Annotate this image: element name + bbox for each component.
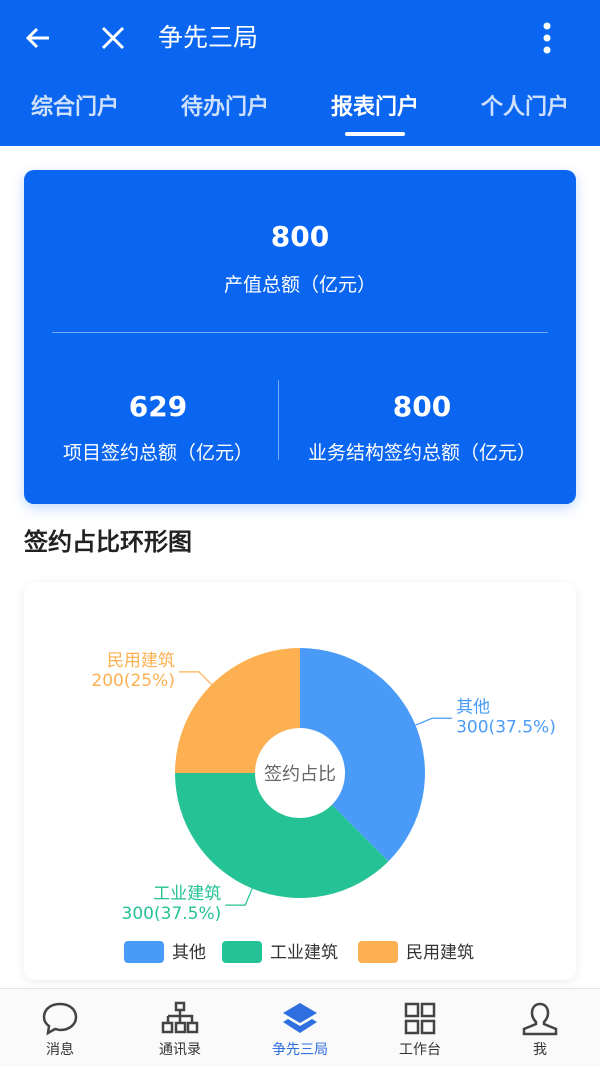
legend-swatch[interactable]: [358, 941, 398, 963]
total-value: 800: [270, 220, 330, 253]
legend-swatch[interactable]: [124, 941, 164, 963]
business-label: 业务结构签约总额（亿元）: [307, 442, 536, 464]
more-vertical-icon[interactable]: [529, 20, 565, 56]
bottom-nav: 消息 通讯录 争先三局 工作台 我: [0, 988, 600, 1067]
close-icon[interactable]: [95, 20, 131, 56]
project-label: 项目签约总额（亿元）: [62, 442, 253, 464]
section-title: 签约占比环形图: [24, 528, 192, 556]
pie-slice[interactable]: [175, 648, 300, 773]
slice-name-label: 工业建筑: [153, 884, 221, 904]
nav-workbench[interactable]: 工作台: [360, 989, 480, 1067]
tab-comprehensive[interactable]: 综合门户: [30, 95, 119, 120]
nav-label: 争先三局: [272, 1042, 328, 1058]
divider: [278, 380, 279, 460]
legend-label[interactable]: 其他: [172, 943, 206, 963]
slice-name-label: 民用建筑: [107, 651, 175, 671]
nav-contacts[interactable]: 通讯录: [120, 989, 240, 1067]
page-title: 争先三局: [158, 23, 259, 52]
tab-personal[interactable]: 个人门户: [480, 95, 569, 120]
label-leader-line: [415, 717, 453, 726]
business-value: 800: [392, 390, 452, 423]
slice-value-label: 200(25%): [91, 671, 175, 691]
label-leader-line: [178, 671, 213, 686]
slice-value-label: 300(37.5%): [456, 717, 556, 737]
divider: [52, 332, 548, 333]
label-leader-line: [225, 888, 253, 906]
grid-icon: [404, 1002, 436, 1035]
nav-messages[interactable]: 消息: [0, 989, 120, 1067]
main-content: 800 产值总额（亿元） 629 项目签约总额（亿元） 800 业务结构签约总额…: [0, 146, 600, 988]
legend-label[interactable]: 民用建筑: [406, 943, 474, 963]
total-label: 产值总额（亿元）: [223, 274, 376, 296]
pie-slice[interactable]: [300, 648, 425, 862]
legend-swatch[interactable]: [222, 941, 262, 963]
tab-todo[interactable]: 待办门户: [180, 95, 269, 120]
legend-label[interactable]: 工业建筑: [270, 943, 338, 963]
donut-chart: 其他300(37.5%)工业建筑300(37.5%)民用建筑200(25%)签约…: [91, 648, 556, 963]
nav-label: 我: [533, 1042, 547, 1058]
org-chart-icon: [161, 1001, 199, 1034]
user-icon: [522, 1002, 558, 1036]
nav-label: 工作台: [399, 1042, 441, 1058]
summary-card: 800 产值总额（亿元） 629 项目签约总额（亿元） 800 业务结构签约总额…: [24, 170, 576, 504]
pie-slice[interactable]: [175, 773, 389, 898]
app-header: 争先三局 综合门户 待办门户 报表门户 个人门户: [0, 0, 600, 146]
nav-me[interactable]: 我: [480, 989, 600, 1067]
slice-name-label: 其他: [456, 697, 490, 717]
nav-label: 通讯录: [159, 1042, 201, 1058]
tab-reports[interactable]: 报表门户: [300, 76, 450, 146]
nav-label: 消息: [46, 1042, 74, 1058]
arrow-left-icon[interactable]: [20, 20, 56, 56]
layers-icon: [283, 1003, 317, 1033]
nav-home[interactable]: 争先三局: [240, 989, 360, 1067]
center-label: 签约占比: [264, 764, 336, 785]
project-value: 629: [128, 390, 188, 423]
chat-bubble-icon: [42, 1002, 78, 1036]
slice-value-label: 300(37.5%): [122, 904, 222, 924]
chart-card: 其他 300(37.5%) 工业建筑 300(37.5%) 民用建筑 200(25%) 签约…: [24, 582, 576, 980]
